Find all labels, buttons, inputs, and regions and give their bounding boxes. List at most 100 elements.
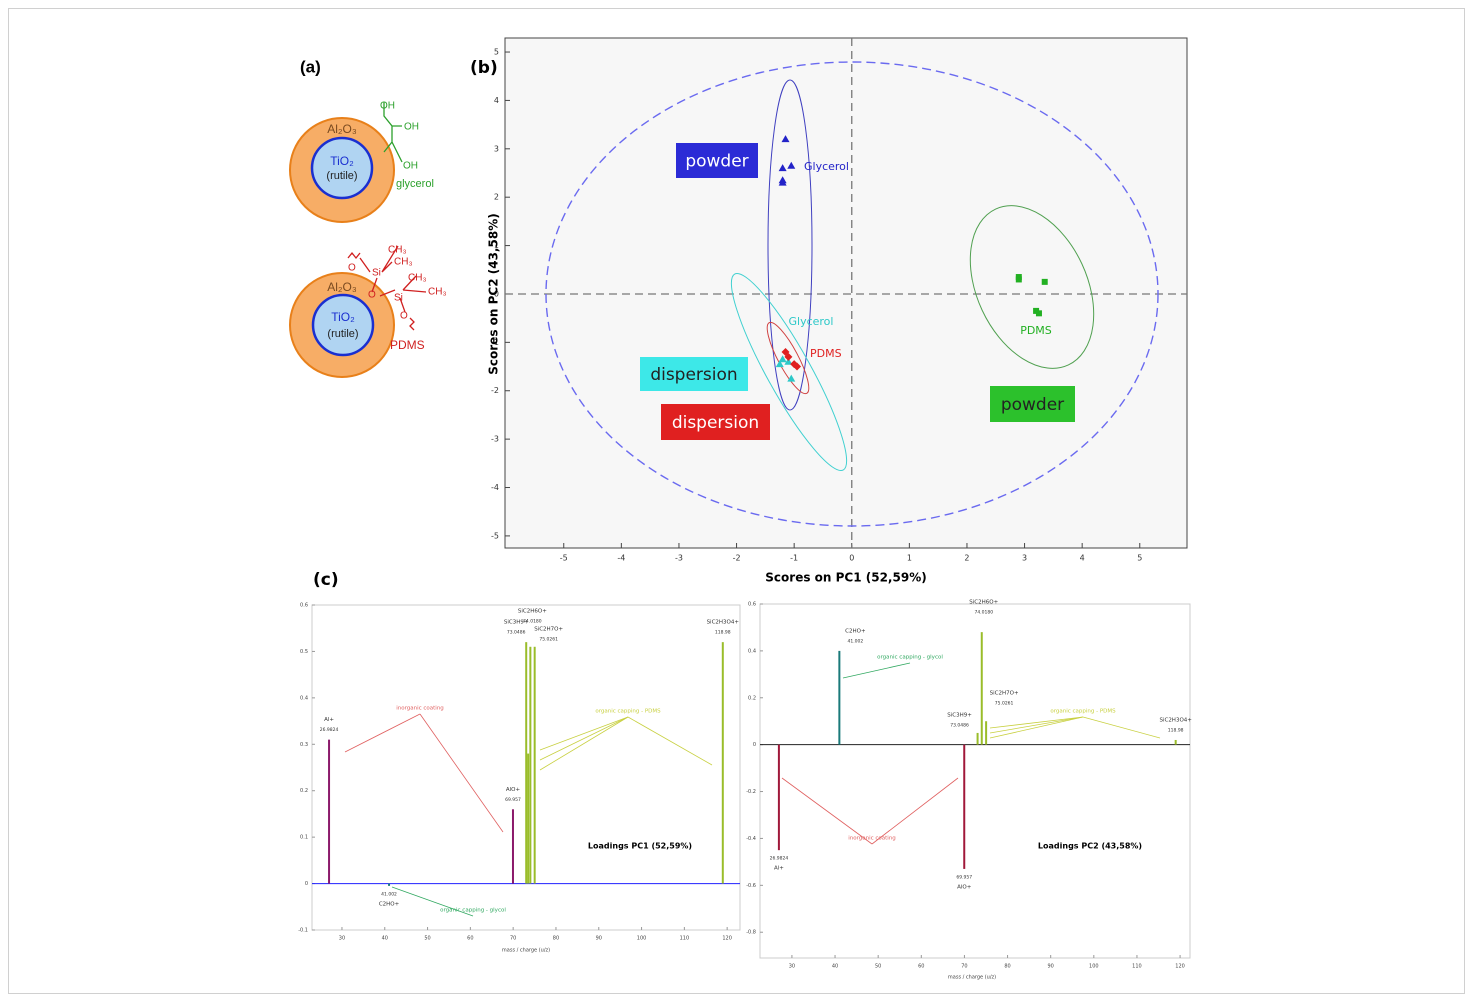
y-tick-label: 3 [494,144,499,153]
annotation: powder [685,152,748,172]
group-label: Glycerol [789,315,834,328]
x-tick-label: 30 [789,964,795,970]
x-tick-label: 5 [1137,554,1142,563]
mass-label: 74.0180 [523,618,542,624]
group-label: OH [380,101,395,112]
y-tick-label: 5 [494,48,499,57]
core-note: (rutile) [327,328,358,340]
mass-label: 118.98 [715,630,731,636]
ion-label: AlO+ [506,787,521,793]
annotation: organic capping - glycol [440,908,506,914]
group-label: Glycerol [804,160,849,173]
core [313,295,373,355]
y-tick-label: -0.4 [746,836,756,842]
x-tick-label: -2 [733,554,741,563]
chart-title: Loadings PC2 (43,58%) [1038,842,1142,851]
annotation: organic capping - glycol [877,655,943,661]
x-tick-label: 90 [596,936,602,942]
x-axis-label: mass / charge (u/z) [948,975,996,981]
ion-label: SiC2H7O+ [990,691,1019,697]
ion-label: AlO+ [957,884,972,890]
panel-label: (c) [313,570,339,590]
loading-bar [525,642,527,883]
point [1042,279,1048,285]
y-tick-label: 4 [494,96,499,105]
loading-bar [529,647,531,884]
panel-a: (a) Al₂O₃ TiO₂ (rutile) OH OH OH glycero… [290,57,447,377]
y-tick-label: 0.1 [300,835,308,841]
annotation: powder [1001,395,1064,415]
loading-bar [963,745,965,869]
mass-label: 73.0486 [507,630,526,636]
x-tick-label: 80 [1004,964,1010,970]
y-tick-label: -2 [491,386,499,395]
mass-label: 74.0180 [974,610,993,616]
loading-bar [512,809,514,883]
x-tick-label: 60 [918,964,924,970]
x-tick-label: 40 [832,964,838,970]
x-tick-label: 60 [467,936,473,942]
group-label: Si [394,293,403,304]
shell-label: Al₂O₃ [327,122,357,136]
loading-bar [722,642,724,883]
y-tick-label: 0.5 [300,649,308,655]
x-axis-label: Scores on PC1 (52,59%) [765,571,926,585]
x-tick-label: 40 [382,936,388,942]
ion-label: SiC2H7O+ [534,626,563,632]
ion-label: SiC2H3O4+ [707,620,740,626]
figure: (a) Al₂O₃ TiO₂ (rutile) OH OH OH glycero… [0,0,1473,994]
x-tick-label: 50 [424,936,430,942]
loading-bar [981,632,983,745]
x-tick-label: 100 [637,936,647,942]
core-label: TiO₂ [331,310,355,324]
group-label: O [348,263,356,274]
x-tick-label: 30 [339,936,345,942]
core-note: (rutile) [326,170,357,182]
x-tick-label: -5 [560,554,568,563]
y-tick-label: 0.6 [300,603,308,609]
ligand-label: glycerol [396,178,434,190]
y-tick-label: 0.2 [748,695,756,701]
mass-label: 26.9824 [770,856,789,862]
ion-label: Al+ [324,717,334,723]
ion-label: Al+ [774,866,784,872]
annotation: inorganic coating [396,706,444,712]
x-tick-label: 4 [1080,554,1085,563]
point [1016,276,1022,282]
annotation: inorganic coating [848,836,896,842]
x-tick-label: 0 [849,554,854,563]
ion-label: SiC2H6O+ [969,600,998,606]
x-tick-label: 120 [722,936,732,942]
group-label: CH₃ [428,287,447,298]
panel-label: (a) [300,57,321,76]
ion-label: C2HO+ [845,628,866,634]
mass-label: 41.002 [847,638,863,644]
y-tick-label: -0.8 [746,930,756,936]
y-tick-label: -3 [491,435,499,444]
group-label: OH [403,161,418,172]
x-tick-label: 120 [1175,964,1185,970]
mass-label: 69.957 [956,874,972,880]
y-tick-label: -5 [491,531,499,540]
mass-label: 118.98 [1168,727,1184,733]
loading-bar [328,740,330,884]
x-tick-label: 110 [680,936,690,942]
loading-bar [778,745,780,850]
y-tick-label: 0 [753,742,756,748]
mass-label: 75.0261 [995,701,1014,707]
x-tick-label: 70 [510,936,516,942]
ligand-label: PDMS [390,338,425,352]
loading-bar [838,651,840,745]
x-tick-label: -1 [790,554,798,563]
x-tick-label: 50 [875,964,881,970]
annotation: organic capping - PDMS [595,709,661,715]
chart-title: Loadings PC1 (52,59%) [588,842,692,851]
annotation: dispersion [672,413,759,433]
y-tick-label: -0.6 [746,883,756,889]
mass-label: 73.0486 [950,722,969,728]
point [1036,310,1042,316]
mass-label: 26.9824 [320,727,339,733]
ion-label: C2HO+ [379,901,400,907]
y-tick-label: -0.1 [298,928,308,934]
y-tick-label: 0.3 [300,742,308,748]
